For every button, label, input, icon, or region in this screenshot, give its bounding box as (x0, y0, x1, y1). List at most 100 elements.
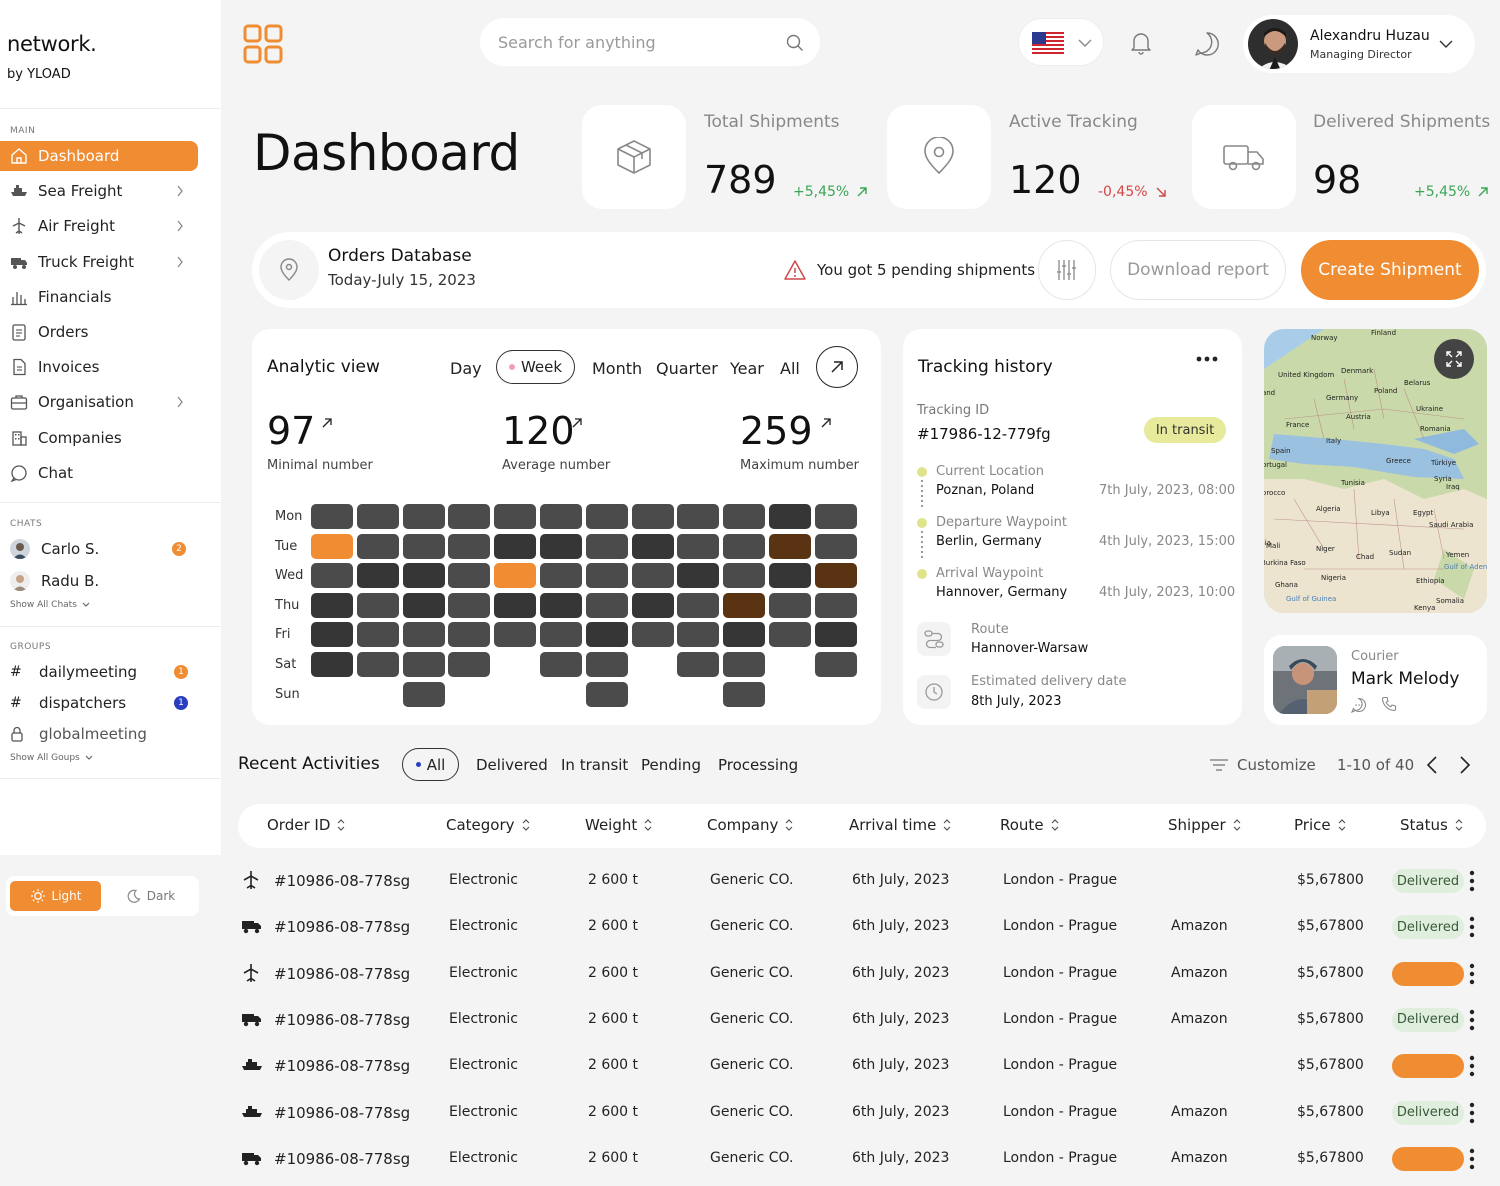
row-menu-icon[interactable] (1469, 916, 1475, 938)
heatmap-cell[interactable] (311, 592, 353, 618)
heatmap-cell[interactable] (540, 592, 582, 618)
heatmap-cell[interactable] (402, 533, 445, 559)
row-menu-icon[interactable] (1469, 1009, 1475, 1031)
light-mode-button[interactable]: Light (10, 881, 101, 911)
heatmap-cell[interactable] (448, 652, 491, 677)
column-header-order-id[interactable]: Order ID (267, 816, 346, 834)
heatmap-cell[interactable] (723, 504, 766, 529)
filter-tab-pending[interactable]: Pending (641, 756, 701, 774)
heatmap-cell[interactable] (494, 622, 537, 648)
heatmap-cell[interactable] (769, 563, 811, 589)
heatmap-cell[interactable] (769, 533, 811, 559)
sidebar-item-companies[interactable]: Companies (0, 423, 200, 453)
heatmap-cell[interactable] (356, 504, 399, 529)
heatmap-cell[interactable] (540, 563, 582, 589)
heatmap-cell[interactable] (723, 533, 766, 559)
heatmap-cell[interactable] (631, 504, 674, 529)
sidebar-item-invoices[interactable]: Invoices (0, 352, 200, 382)
filter-tab-in-transit[interactable]: In transit (561, 756, 629, 774)
heatmap-cell[interactable] (356, 563, 399, 589)
period-tab-day[interactable]: Day (450, 359, 482, 378)
period-tab-month[interactable]: Month (592, 359, 643, 378)
column-header-arrival-time[interactable]: Arrival time (849, 816, 952, 834)
show-all-groups[interactable]: Show All Goups (10, 753, 94, 763)
apps-grid-icon[interactable] (243, 24, 283, 64)
phone-icon[interactable] (1381, 696, 1397, 712)
column-header-weight[interactable]: Weight (585, 816, 653, 834)
heatmap-cell[interactable] (494, 533, 537, 559)
heatmap-cell[interactable] (585, 592, 628, 618)
filter-settings-button[interactable] (1038, 240, 1096, 300)
route-map[interactable]: Finland Norway United Kingdom Denmark Poland… (1264, 329, 1487, 613)
chat-bubble-icon[interactable] (1194, 31, 1220, 57)
search-input[interactable] (498, 32, 768, 52)
heatmap-cell[interactable] (540, 652, 582, 677)
heatmap-cell[interactable] (723, 622, 766, 648)
language-selector[interactable] (1018, 18, 1104, 66)
heatmap-cell[interactable] (448, 622, 491, 648)
sidebar-item-orders[interactable]: Orders (0, 317, 200, 347)
heatmap-cell[interactable] (814, 533, 857, 559)
column-header-company[interactable]: Company (707, 816, 794, 834)
heatmap-cell[interactable] (494, 563, 537, 589)
heatmap-cell[interactable] (631, 563, 674, 589)
sidebar-item-air-freight[interactable]: Air Freight (0, 211, 200, 241)
heatmap-cell[interactable] (814, 504, 857, 529)
heatmap-cell[interactable] (540, 504, 582, 529)
heatmap-cell[interactable] (677, 652, 720, 677)
column-header-status[interactable]: Status (1400, 816, 1464, 834)
chat-item-radu[interactable]: Radu B. (10, 568, 190, 594)
row-menu-icon[interactable] (1469, 963, 1475, 985)
more-options-icon[interactable] (1196, 356, 1218, 362)
heatmap-cell[interactable] (631, 592, 674, 618)
heatmap-cell[interactable] (585, 681, 628, 707)
row-menu-icon[interactable] (1469, 870, 1475, 892)
period-tab-year[interactable]: Year (730, 359, 764, 378)
heatmap-cell[interactable] (540, 622, 582, 648)
filter-tab-delivered[interactable]: Delivered (476, 756, 548, 774)
heatmap-cell[interactable] (448, 563, 491, 589)
row-menu-icon[interactable] (1469, 1148, 1475, 1170)
user-menu[interactable]: Alexandru Huzau Managing Director (1243, 15, 1475, 73)
heatmap-cell[interactable] (723, 563, 766, 589)
filter-tab-all[interactable]: All (402, 748, 459, 781)
heatmap-cell[interactable] (356, 533, 399, 559)
chevron-right-icon[interactable] (1458, 755, 1472, 775)
heatmap-cell[interactable] (814, 622, 857, 648)
group-item-globalmeeting[interactable]: globalmeeting (10, 721, 190, 747)
heatmap-cell[interactable] (585, 533, 628, 559)
search-icon[interactable] (786, 34, 804, 52)
heatmap-cell[interactable] (814, 652, 857, 677)
sidebar-item-truck-freight[interactable]: Truck Freight (0, 247, 200, 277)
column-header-category[interactable]: Category (446, 816, 531, 834)
heatmap-cell[interactable] (585, 504, 628, 529)
heatmap-cell[interactable] (723, 681, 766, 707)
period-tab-quarter[interactable]: Quarter (656, 359, 718, 378)
heatmap-cell[interactable] (540, 533, 582, 559)
heatmap-cell[interactable] (448, 592, 491, 618)
heatmap-cell[interactable] (311, 563, 353, 589)
period-tab-week[interactable]: Week (496, 350, 575, 384)
heatmap-cell[interactable] (402, 592, 445, 618)
column-header-shipper[interactable]: Shipper (1168, 816, 1242, 834)
heatmap-cell[interactable] (402, 652, 445, 677)
heatmap-cell[interactable] (585, 622, 628, 648)
heatmap-cell[interactable] (402, 504, 445, 529)
heatmap-cell[interactable] (494, 592, 537, 618)
heatmap-cell[interactable] (677, 592, 720, 618)
heatmap-cell[interactable] (311, 652, 353, 677)
heatmap-cell[interactable] (402, 622, 445, 648)
heatmap-cell[interactable] (769, 592, 811, 618)
show-all-chats[interactable]: Show All Chats (10, 600, 91, 610)
chat-item-carlo[interactable]: Carlo S. 2 (10, 536, 190, 562)
heatmap-cell[interactable] (677, 504, 720, 529)
heatmap-cell[interactable] (677, 563, 720, 589)
sidebar-item-chat[interactable]: Chat (0, 458, 200, 488)
filter-tab-processing[interactable]: Processing (718, 756, 799, 774)
heatmap-cell[interactable] (769, 622, 811, 648)
row-menu-icon[interactable] (1469, 1102, 1475, 1124)
heatmap-cell[interactable] (311, 622, 353, 648)
customize-button[interactable]: Customize (1209, 756, 1316, 774)
heatmap-cell[interactable] (494, 504, 537, 529)
heatmap-cell[interactable] (311, 504, 353, 529)
